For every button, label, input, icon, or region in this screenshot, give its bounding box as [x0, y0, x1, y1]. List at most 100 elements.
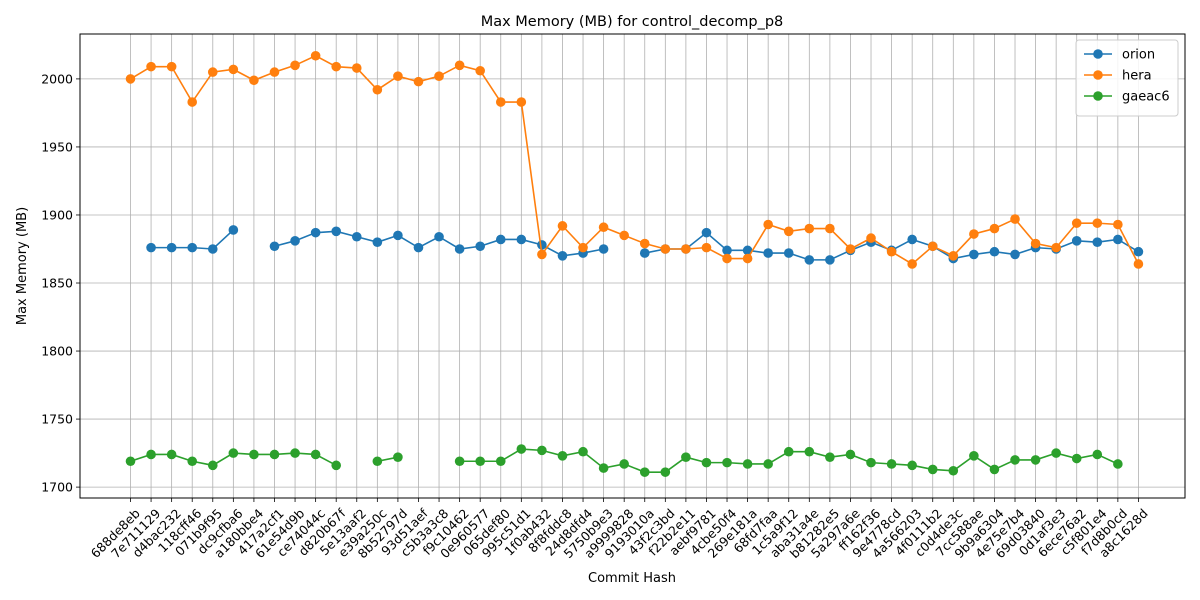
- data-point-orion: [413, 242, 424, 253]
- data-point-hera: [1030, 238, 1041, 249]
- data-point-hera: [578, 242, 588, 253]
- y-tick-label: 1700: [41, 480, 73, 495]
- data-point-gaeac6: [845, 449, 856, 460]
- data-point-gaeac6: [969, 451, 979, 461]
- y-tick-label: 1900: [41, 207, 73, 222]
- data-point-gaeac6: [537, 445, 547, 456]
- data-point-hera: [413, 76, 424, 87]
- data-point-hera: [825, 223, 835, 234]
- data-point-orion: [434, 231, 444, 242]
- data-point-hera: [866, 233, 876, 243]
- data-point-gaeac6: [495, 456, 506, 467]
- data-point-hera: [1092, 218, 1103, 228]
- data-point-gaeac6: [1010, 455, 1020, 465]
- data-point-gaeac6: [701, 457, 712, 468]
- data-point-orion: [1010, 249, 1020, 260]
- data-point-hera: [557, 221, 568, 231]
- data-point-orion: [907, 234, 917, 245]
- plot-frame: [79, 33, 1186, 499]
- data-point-orion: [310, 227, 321, 238]
- data-point-hera: [1113, 219, 1123, 230]
- data-point-gaeac6: [742, 459, 753, 469]
- data-point-orion: [537, 240, 547, 250]
- legend-marker: [1093, 49, 1103, 59]
- data-point-hera: [619, 230, 629, 241]
- y-tick-label: 1800: [41, 344, 73, 359]
- data-point-hera: [907, 259, 917, 269]
- grid-layer: [80, 34, 1185, 498]
- data-point-orion: [989, 246, 1000, 257]
- data-point-hera: [722, 253, 732, 264]
- data-point-gaeac6: [1092, 449, 1103, 460]
- data-point-hera: [1010, 214, 1020, 224]
- data-point-hera: [845, 244, 856, 254]
- data-point-gaeac6: [310, 449, 321, 460]
- data-point-gaeac6: [619, 459, 629, 469]
- data-point-hera: [475, 65, 485, 76]
- legend-item-gaeac6: gaeac6: [1084, 90, 1170, 105]
- data-point-orion: [331, 226, 342, 237]
- data-point-gaeac6: [166, 449, 177, 460]
- data-point-hera: [146, 61, 156, 72]
- data-point-gaeac6: [639, 467, 650, 477]
- legend-item-hera: hera: [1084, 69, 1152, 84]
- chart-title: Max Memory (MB) for control_decomp_p8: [481, 14, 784, 30]
- data-point-orion: [557, 250, 568, 261]
- data-point-orion: [804, 255, 815, 265]
- data-point-hera: [249, 75, 259, 86]
- data-point-hera: [701, 242, 712, 253]
- data-point-hera: [125, 74, 136, 84]
- series-layer: [125, 50, 1144, 477]
- data-point-gaeac6: [125, 456, 136, 467]
- data-point-orion: [228, 225, 239, 235]
- data-point-hera: [331, 61, 342, 72]
- data-point-gaeac6: [907, 460, 917, 471]
- data-point-gaeac6: [886, 459, 897, 469]
- legend-marker: [1093, 91, 1103, 101]
- y-axis-title: Max Memory (MB): [15, 207, 30, 325]
- data-point-hera: [948, 250, 959, 261]
- data-point-gaeac6: [1071, 453, 1082, 464]
- data-point-gaeac6: [722, 457, 732, 468]
- data-point-hera: [516, 97, 527, 107]
- data-point-gaeac6: [948, 465, 959, 476]
- y-tick-label: 1850: [41, 276, 73, 291]
- data-point-orion: [722, 245, 732, 256]
- data-point-hera: [290, 60, 300, 71]
- data-point-hera: [495, 97, 506, 107]
- legend-marker: [1093, 70, 1103, 80]
- data-point-gaeac6: [866, 457, 876, 468]
- data-point-gaeac6: [1030, 455, 1041, 465]
- data-point-gaeac6: [516, 444, 527, 454]
- data-point-orion: [516, 234, 527, 245]
- data-point-gaeac6: [825, 452, 835, 462]
- legend: orion hera gaeac6: [1075, 39, 1179, 117]
- legend-item-orion: orion: [1084, 48, 1155, 63]
- data-point-orion: [742, 245, 753, 256]
- legend-label: gaeac6: [1122, 90, 1170, 105]
- data-point-orion: [763, 248, 773, 258]
- data-point-hera: [1051, 242, 1061, 253]
- data-point-gaeac6: [228, 448, 239, 458]
- data-point-gaeac6: [681, 452, 691, 462]
- data-point-hera: [783, 226, 794, 237]
- data-point-hera: [763, 219, 773, 230]
- data-point-gaeac6: [578, 446, 588, 457]
- data-point-orion: [825, 255, 835, 265]
- data-point-gaeac6: [763, 459, 773, 469]
- data-point-gaeac6: [146, 449, 156, 460]
- data-point-gaeac6: [1113, 459, 1123, 469]
- data-point-hera: [310, 50, 321, 61]
- data-point-orion: [351, 231, 362, 242]
- data-point-hera: [351, 63, 362, 73]
- data-point-orion: [146, 242, 156, 253]
- data-point-hera: [598, 222, 609, 233]
- data-point-orion: [454, 244, 465, 254]
- data-point-orion: [598, 244, 609, 254]
- data-point-gaeac6: [1051, 448, 1061, 458]
- data-point-orion: [639, 248, 650, 258]
- data-point-gaeac6: [187, 456, 198, 467]
- data-point-gaeac6: [249, 449, 259, 460]
- series-hera: [125, 50, 1144, 269]
